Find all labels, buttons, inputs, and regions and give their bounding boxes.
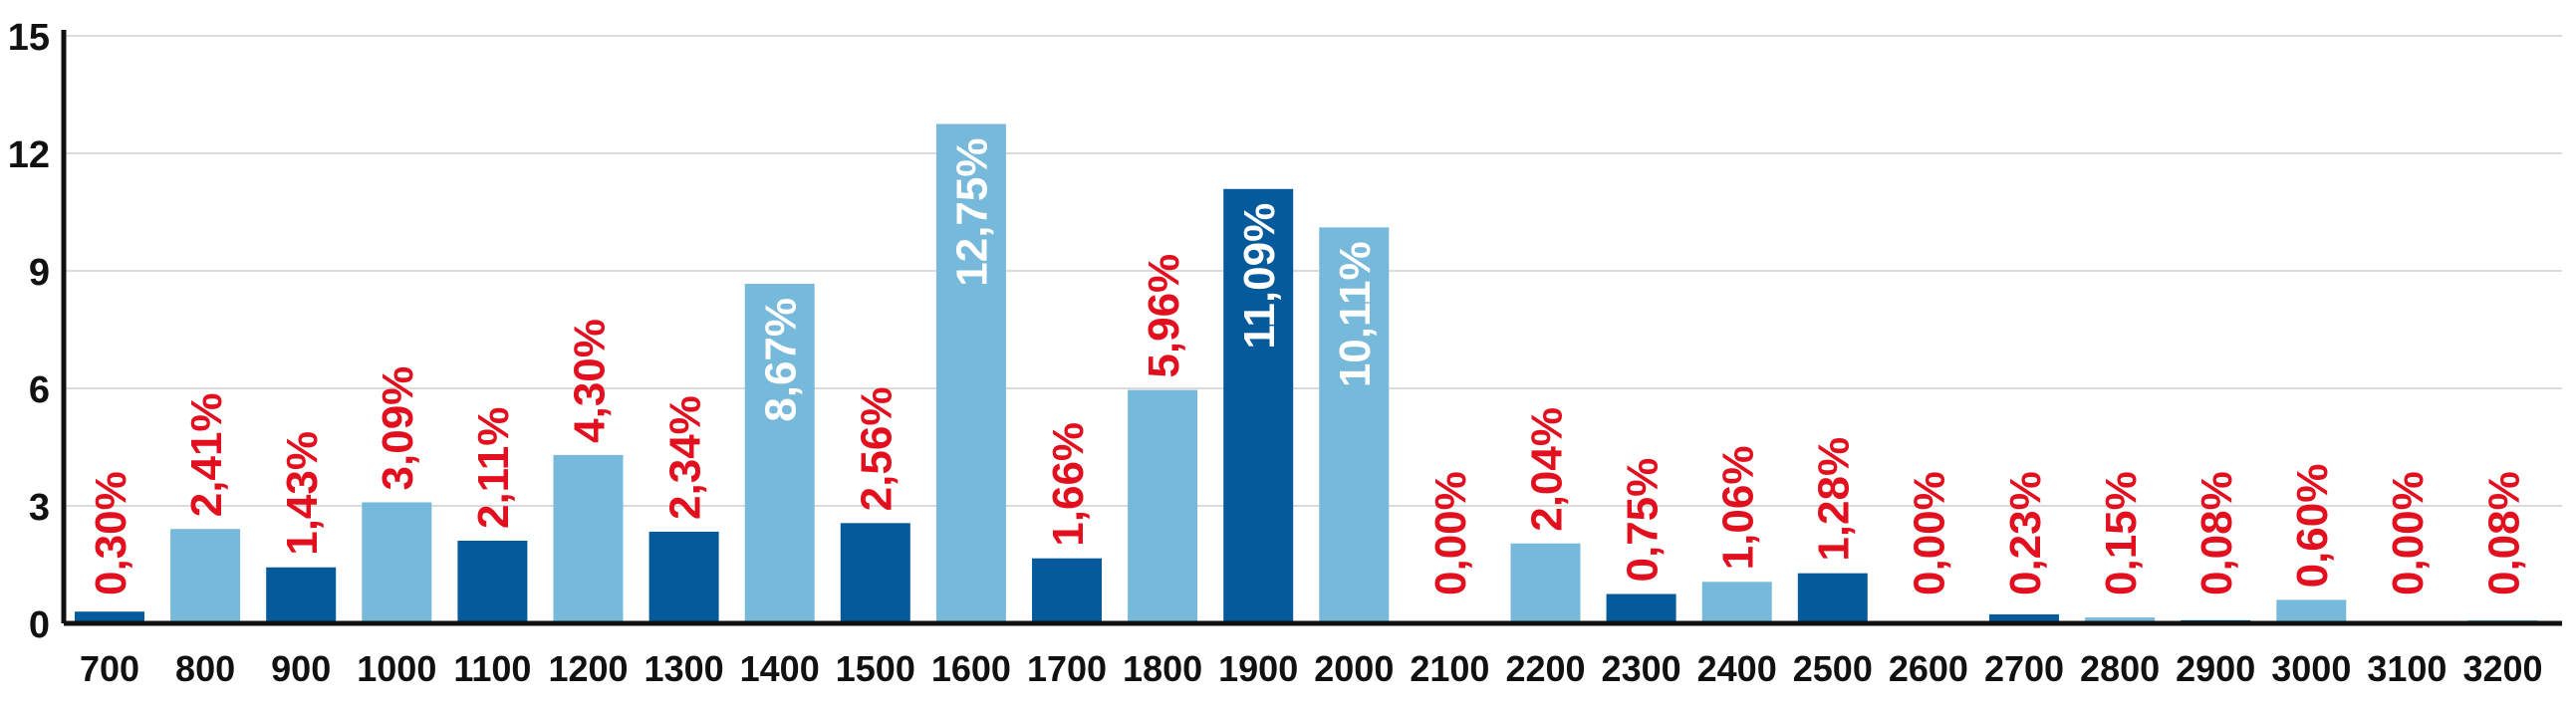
data-label-3100: 0,00% [2384,471,2433,595]
bar-3000 [2276,599,2347,623]
data-label-2200: 2,04% [1522,407,1571,532]
y-tick-label-3: 3 [29,487,50,529]
data-label-2600: 0,00% [1906,471,1954,595]
bar-2700 [1989,613,2059,623]
data-label-1300: 2,34% [660,395,709,520]
data-label-3000: 0,60% [2288,464,2337,589]
bar-2300 [1606,593,1676,623]
x-tick-label-2300: 2300 [1602,648,1681,689]
bar-1100 [457,541,528,623]
data-label-1800: 5,96% [1140,254,1188,378]
bar-800 [170,529,241,623]
x-tick-label-3000: 3000 [2271,648,2351,689]
x-tick-label-1100: 1100 [453,648,531,689]
x-tick-label-3200: 3200 [2462,648,2542,689]
bar-1300 [648,531,719,623]
data-label-1100: 2,11% [469,407,518,529]
bars-group [75,123,2538,623]
data-label-700: 0,30% [87,471,135,595]
x-tick-label-1700: 1700 [1027,648,1107,689]
x-tick-label-1800: 1800 [1123,648,1202,689]
x-tick-label-2100: 2100 [1410,648,1489,689]
data-label-2400: 1,06% [1714,446,1763,571]
x-tick-label-900: 900 [271,648,331,689]
data-label-3200: 0,08% [2479,471,2528,595]
x-tick-labels: 700 800 900 1000 1100 1200 1300 1400 1500 1600 170… [80,648,2543,689]
x-tick-label-1000: 1000 [357,648,436,689]
data-label-2700: 0,23% [2001,471,2050,595]
data-label-1700: 1,66% [1044,422,1093,547]
x-tick-label-1400: 1400 [740,648,820,689]
data-label-2000: 10,11% [1331,241,1380,387]
y-tick-label-12: 12 [8,134,50,176]
x-tick-label-2700: 2700 [1984,648,2064,689]
data-label-1600: 12,75% [948,138,997,287]
data-label-1400: 8,67% [757,298,806,422]
x-tick-label-2000: 2000 [1314,648,1394,689]
y-tick-label-9: 9 [29,252,50,294]
data-label-1500: 2,56% [853,387,902,512]
data-label-2300: 0,75% [1618,458,1667,583]
bar-2200 [1510,543,1581,623]
x-tick-label-1900: 1900 [1218,648,1298,689]
x-tick-label-2200: 2200 [1505,648,1585,689]
y-tick-label-15: 15 [8,17,50,59]
x-tick-label-2800: 2800 [2080,648,2160,689]
bar-1600 [935,123,1006,623]
x-tick-label-2500: 2500 [1793,648,1873,689]
data-label-2100: 0,00% [1426,471,1475,595]
x-tick-label-2400: 2400 [1697,648,1777,689]
y-tick-label-6: 6 [29,369,50,411]
x-tick-label-1200: 1200 [548,648,628,689]
bar-2000 [1319,227,1390,623]
data-label-800: 2,41% [182,392,231,517]
x-tick-label-800: 800 [175,648,235,689]
bar-1200 [553,454,624,623]
bar-2500 [1797,573,1868,623]
data-labels: 0,30% 2,41% 1,43% 3,09% 2,11% 4,30% 2,34% 8,67%… [87,138,2529,596]
bar-1500 [840,523,910,623]
y-tick-label-0: 0 [29,604,50,646]
bar-1700 [1032,558,1102,623]
bar-700 [75,611,144,623]
gridlines [64,35,2562,507]
y-tick-labels: 0 3 6 9 12 15 [8,17,50,646]
x-tick-label-3100: 3100 [2367,648,2447,689]
bar-1800 [1128,389,1198,623]
x-tick-label-2900: 2900 [2176,648,2255,689]
data-label-2900: 0,08% [2192,471,2241,595]
bar-900 [266,567,337,623]
data-label-900: 1,43% [278,431,327,556]
axes-group [61,30,2562,626]
x-tick-label-1300: 1300 [644,648,724,689]
bar-2400 [1701,582,1772,623]
x-tick-label-1600: 1600 [931,648,1011,689]
bar-1000 [362,502,432,623]
x-tick-label-2600: 2600 [1889,648,1968,689]
x-tick-label-1500: 1500 [836,648,915,689]
bar-1400 [744,283,815,623]
bar-1900 [1223,188,1294,623]
data-label-1900: 11,09% [1235,203,1284,350]
bar-2800 [2085,617,2156,623]
x-tick-label-700: 700 [80,648,139,689]
data-label-2800: 0,15% [2097,471,2146,595]
data-label-1000: 3,09% [374,366,422,491]
data-label-2500: 1,28% [1810,437,1859,562]
data-label-1200: 4,30% [565,319,614,443]
